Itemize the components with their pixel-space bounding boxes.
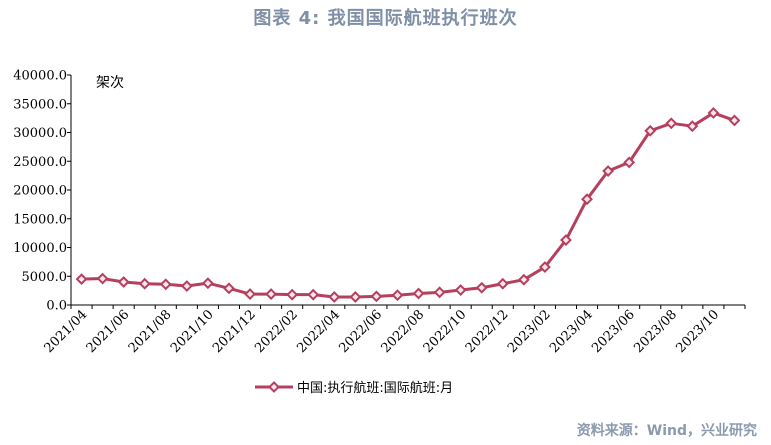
y-tick-label: 15000.0: [13, 212, 67, 227]
x-tick-label: 2023/10: [673, 307, 722, 356]
data-point-marker: [370, 290, 383, 303]
x-tick-label: 2023/06: [589, 307, 638, 356]
data-point-marker: [75, 273, 88, 286]
y-tick-label: 10000.0: [13, 241, 67, 256]
data-point-marker: [286, 288, 299, 301]
data-point-marker: [517, 273, 530, 286]
data-point-marker: [96, 272, 109, 285]
x-axis-ticks: 2021/042021/062021/082021/102021/122022/…: [42, 305, 746, 356]
x-tick-label: 2023/08: [631, 307, 680, 356]
data-point-marker: [686, 120, 699, 133]
legend-diamond-marker: [268, 381, 280, 393]
x-tick-label: 2021/08: [126, 307, 175, 356]
x-tick-label: 2021/12: [210, 307, 259, 356]
data-point-marker: [644, 124, 657, 137]
data-point-marker: [560, 234, 572, 246]
data-point-marker: [265, 288, 278, 300]
data-point-marker: [159, 278, 172, 291]
x-tick-label: 2023/04: [547, 307, 596, 356]
data-point-marker: [223, 282, 235, 295]
data-point-marker: [623, 156, 636, 169]
data-point-marker: [454, 284, 467, 296]
y-tick-label: 35000.0: [13, 97, 67, 112]
data-point-marker: [180, 280, 193, 292]
data-point-marker: [433, 286, 446, 299]
data-point-marker: [538, 261, 551, 273]
axes: [70, 75, 745, 306]
data-point-marker: [391, 289, 404, 302]
x-tick-label: 2022/06: [336, 307, 385, 356]
y-axis-unit-label: 架次: [96, 75, 124, 91]
data-point-marker: [117, 276, 130, 288]
data-point-marker: [475, 281, 488, 294]
y-tick-label: 40000.0: [13, 69, 67, 84]
x-tick-label: 2022/10: [421, 307, 470, 356]
data-point-marker: [244, 288, 256, 300]
x-tick-label: 2021/06: [84, 307, 133, 356]
chart-title: 图表 4: 我国国际航班执行班次: [253, 8, 518, 29]
data-point-marker: [581, 193, 593, 206]
y-tick-label: 0.0: [46, 299, 67, 314]
data-point-marker: [307, 288, 320, 301]
x-tick-label: 2022/04: [294, 307, 343, 356]
series-group: [75, 107, 741, 303]
y-tick-label: 20000.0: [13, 184, 67, 199]
y-tick-label: 30000.0: [13, 126, 67, 141]
data-point-marker: [707, 107, 720, 119]
x-tick-label: 2022/08: [379, 307, 428, 356]
x-tick-label: 2022/12: [463, 307, 512, 356]
y-tick-label: 25000.0: [13, 155, 67, 170]
legend: 中国:执行航班:国际航班:月: [255, 380, 453, 396]
legend-label: 中国:执行航班:国际航班:月: [297, 380, 453, 396]
data-point-marker: [602, 165, 615, 177]
source-note: 资料来源：Wind，兴业研究: [576, 423, 757, 439]
data-point-marker: [328, 291, 341, 303]
series-line: [81, 111, 735, 299]
y-axis-ticks: 0.0 5000.0 10000.0 15000.0 20000.0 25000.0 300…: [13, 69, 71, 314]
x-tick-label: 2021/10: [168, 307, 217, 356]
data-point-marker: [496, 277, 509, 290]
x-tick-label: 2021/04: [42, 307, 91, 356]
y-tick-label: 5000.0: [22, 270, 68, 285]
data-point-marker: [201, 277, 214, 290]
x-tick-label: 2022/02: [252, 307, 301, 356]
data-point-marker: [138, 277, 151, 290]
data-point-marker: [728, 114, 741, 127]
x-tick-label: 2023/02: [505, 307, 554, 356]
data-point-marker: [349, 291, 362, 303]
data-point-marker: [665, 117, 678, 130]
data-point-marker: [412, 287, 425, 300]
